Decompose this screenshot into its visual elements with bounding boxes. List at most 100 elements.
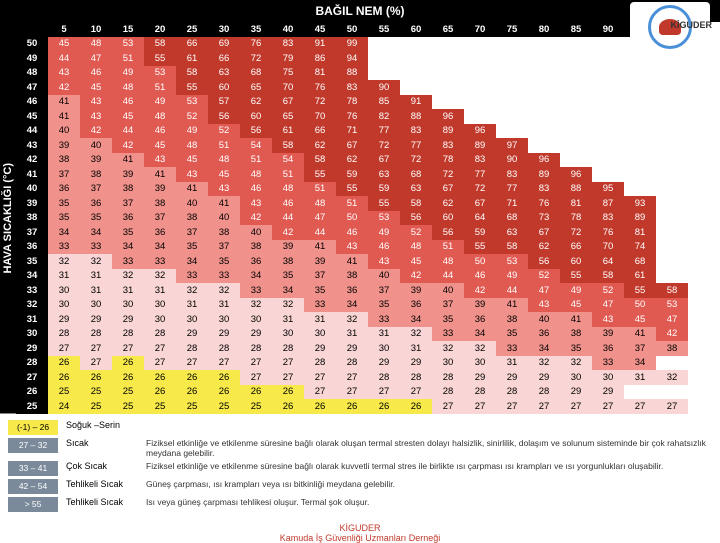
heat-cell: 49 xyxy=(496,269,528,284)
heat-cell xyxy=(560,109,592,124)
heat-cell: 57 xyxy=(208,95,240,110)
table-row: 3330313131323233343536373940424447495255… xyxy=(16,283,688,298)
heat-cell: 34 xyxy=(80,225,112,240)
legend: (-1) – 26Soğuk –Serin27 – 32SıcakFizikse… xyxy=(0,414,720,521)
heat-cell: 43 xyxy=(336,240,368,255)
heat-cell: 95 xyxy=(592,182,624,197)
heat-cell: 40 xyxy=(176,196,208,211)
heat-cell: 29 xyxy=(464,370,496,385)
row-header: 28 xyxy=(16,356,48,371)
heat-cell: 34 xyxy=(144,240,176,255)
heat-cell: 67 xyxy=(528,225,560,240)
heat-cell: 46 xyxy=(368,240,400,255)
heat-cell: 28 xyxy=(48,327,80,342)
heat-cell: 47 xyxy=(80,51,112,66)
col-header: 15 xyxy=(112,22,144,37)
heat-cell: 27 xyxy=(272,370,304,385)
heat-cell: 30 xyxy=(368,341,400,356)
heat-cell: 91 xyxy=(304,37,336,52)
heat-cell: 59 xyxy=(368,182,400,197)
heat-cell: 25 xyxy=(112,399,144,414)
heat-cell: 38 xyxy=(48,153,80,168)
heat-cell: 99 xyxy=(336,37,368,52)
heat-cell: 39 xyxy=(144,182,176,197)
row-header: 26 xyxy=(16,385,48,400)
heat-cell: 30 xyxy=(304,327,336,342)
heat-cell: 41 xyxy=(336,254,368,269)
heat-cell: 81 xyxy=(624,225,656,240)
heat-cell: 76 xyxy=(240,37,272,52)
heat-cell: 35 xyxy=(560,341,592,356)
heat-cell: 55 xyxy=(144,51,176,66)
heat-cell: 55 xyxy=(176,80,208,95)
heat-cell: 31 xyxy=(48,269,80,284)
heat-cell: 56 xyxy=(208,109,240,124)
heat-cell xyxy=(624,153,656,168)
table-row: 4238394143454851545862677278839096 xyxy=(16,153,688,168)
heat-cell xyxy=(624,138,656,153)
heat-cell: 36 xyxy=(528,327,560,342)
heat-cell: 30 xyxy=(432,356,464,371)
heat-cell: 28 xyxy=(336,356,368,371)
heat-cell: 81 xyxy=(304,66,336,81)
heat-cell: 43 xyxy=(80,95,112,110)
heat-cell: 31 xyxy=(112,283,144,298)
heat-cell xyxy=(656,109,688,124)
heat-cell: 30 xyxy=(464,356,496,371)
heat-cell: 30 xyxy=(80,298,112,313)
col-header: 60 xyxy=(400,22,432,37)
row-header: 33 xyxy=(16,283,48,298)
heat-cell: 43 xyxy=(144,153,176,168)
heat-cell: 68 xyxy=(240,66,272,81)
heat-cell: 37 xyxy=(624,341,656,356)
heat-cell xyxy=(560,37,592,52)
heat-cell: 37 xyxy=(144,211,176,226)
heat-cell: 29 xyxy=(176,327,208,342)
heat-cell: 62 xyxy=(432,196,464,211)
heat-cell: 28 xyxy=(400,370,432,385)
heat-cell: 32 xyxy=(48,254,80,269)
heat-cell xyxy=(400,51,432,66)
heat-cell: 37 xyxy=(112,196,144,211)
heat-cell: 37 xyxy=(432,298,464,313)
col-header: 90 xyxy=(592,22,624,37)
heat-cell: 43 xyxy=(80,109,112,124)
heat-cell xyxy=(464,66,496,81)
row-header: 34 xyxy=(16,269,48,284)
heat-cell: 63 xyxy=(496,225,528,240)
heat-cell: 28 xyxy=(432,370,464,385)
heat-cell: 55 xyxy=(464,240,496,255)
heat-cell xyxy=(464,80,496,95)
heat-cell: 38 xyxy=(176,211,208,226)
heat-cell: 94 xyxy=(336,51,368,66)
heat-cell: 42 xyxy=(272,225,304,240)
heat-cell: 59 xyxy=(464,225,496,240)
table-row: 444042444649525661667177838996 xyxy=(16,124,688,139)
heat-cell: 26 xyxy=(208,370,240,385)
heat-cell: 45 xyxy=(400,254,432,269)
heat-cell: 61 xyxy=(624,269,656,284)
heat-cell: 33 xyxy=(48,240,80,255)
heat-cell: 31 xyxy=(80,269,112,284)
heat-cell xyxy=(464,109,496,124)
heat-cell: 56 xyxy=(240,124,272,139)
heat-cell: 28 xyxy=(240,341,272,356)
legend-swatch: 42 – 54 xyxy=(8,479,58,494)
row-header: 31 xyxy=(16,312,48,327)
row-header: 50 xyxy=(16,37,48,52)
heat-cell: 26 xyxy=(272,399,304,414)
heat-cell xyxy=(624,124,656,139)
heat-cell: 78 xyxy=(432,153,464,168)
heat-cell: 28 xyxy=(176,341,208,356)
heat-cell: 32 xyxy=(528,356,560,371)
heat-cell: 34 xyxy=(48,225,80,240)
heat-cell: 67 xyxy=(336,138,368,153)
heat-cell: 55 xyxy=(304,167,336,182)
heat-cell: 35 xyxy=(112,225,144,240)
heat-cell: 43 xyxy=(368,254,400,269)
heat-cell: 56 xyxy=(400,211,432,226)
heat-cell: 27 xyxy=(80,356,112,371)
heat-cell: 26 xyxy=(208,385,240,400)
heat-cell: 32 xyxy=(656,370,688,385)
heat-cell: 83 xyxy=(432,138,464,153)
